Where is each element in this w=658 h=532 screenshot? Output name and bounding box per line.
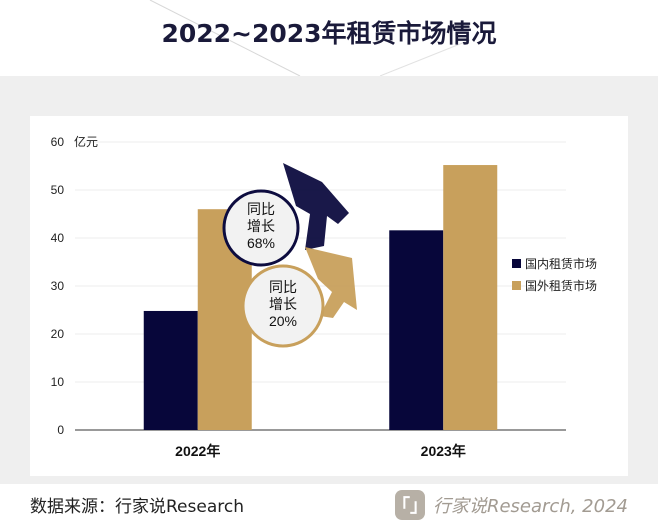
bar xyxy=(389,230,444,430)
brand-logo-icon: 「」 xyxy=(392,490,428,520)
y-tick-label: 0 xyxy=(57,423,64,437)
growth-label: 同比 xyxy=(269,279,297,295)
growth-arrow-icon xyxy=(305,247,357,318)
y-tick-label: 40 xyxy=(51,231,65,245)
page-title: 2022~2023年租赁市场情况 xyxy=(161,19,497,48)
header-decoration xyxy=(149,0,471,77)
growth-label: 同比 xyxy=(247,201,275,217)
y-unit-label: 亿元 xyxy=(74,134,98,149)
legend-label: 国内租赁市场 xyxy=(525,256,597,271)
growth-label: 20% xyxy=(269,313,297,329)
legend-swatch xyxy=(512,281,521,290)
growth-label: 增长 xyxy=(247,218,275,234)
y-tick-label: 10 xyxy=(51,375,65,389)
growth-label: 增长 xyxy=(269,296,297,312)
x-tick-label: 2022年 xyxy=(175,443,220,459)
growth-bubble xyxy=(241,264,325,348)
data-source: 数据来源：行家说Research xyxy=(30,497,244,517)
bar xyxy=(443,165,498,431)
brand-text: 行家说Research, 2024 xyxy=(432,496,628,517)
brand: 「」 行家说Research, 2024 xyxy=(392,490,628,520)
growth-label: 68% xyxy=(247,235,275,251)
y-tick-label: 20 xyxy=(51,327,65,341)
x-tick-label: 2023年 xyxy=(421,443,466,459)
growth-arrow-icon xyxy=(283,163,349,250)
chart-card xyxy=(30,116,628,476)
legend-label: 国外租赁市场 xyxy=(525,278,597,293)
bar xyxy=(143,310,198,430)
y-tick-label: 60 xyxy=(51,135,65,149)
y-tick-label: 50 xyxy=(51,183,65,197)
legend-swatch xyxy=(512,259,521,268)
y-tick-label: 30 xyxy=(51,279,65,293)
growth-bubble xyxy=(222,189,300,267)
